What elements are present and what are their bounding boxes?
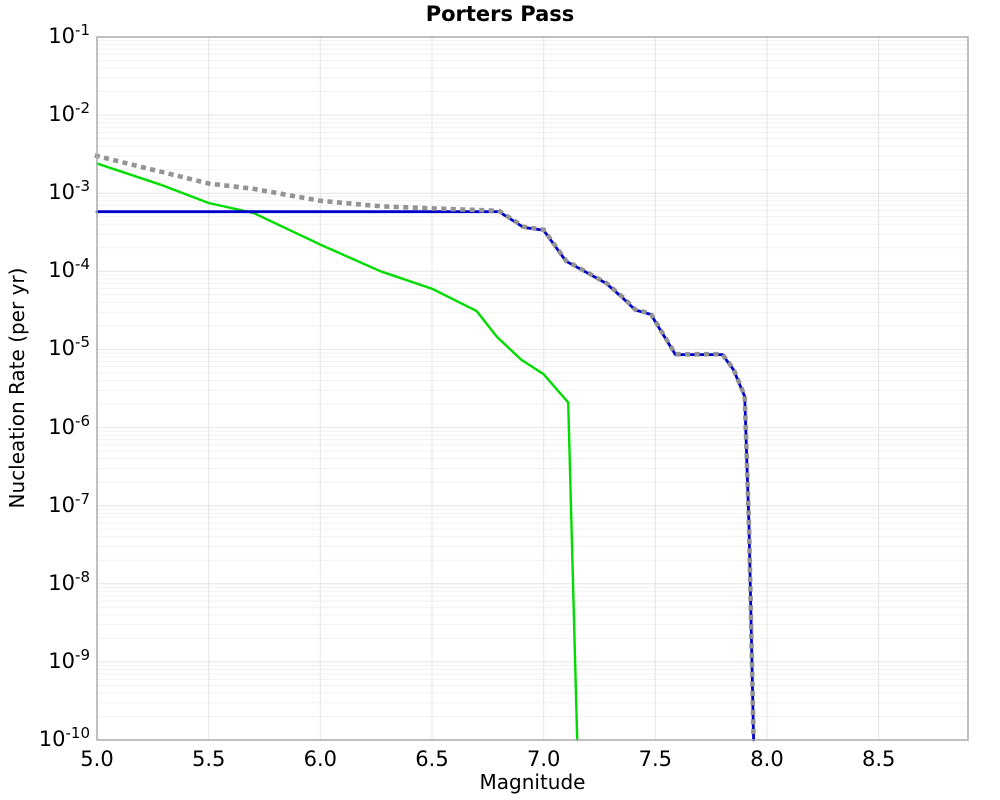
y-tick-label: 10-9	[48, 645, 90, 673]
green-solid-curve	[95, 162, 579, 742]
x-tick-label: 7.0	[526, 747, 561, 771]
blue-solid-curve	[95, 210, 755, 742]
y-tick-label: 10-6	[48, 411, 90, 439]
y-tick-label: 10-4	[48, 255, 90, 283]
plot-background	[97, 37, 968, 740]
y-tick-label: 10-2	[48, 99, 90, 127]
plot-frame	[96, 36, 969, 741]
x-tick-label: 8.5	[861, 747, 896, 771]
x-tick-label: 7.5	[638, 747, 672, 771]
x-axis-label: Magnitude	[479, 770, 586, 794]
gray-dotted-total-curve	[94, 153, 756, 743]
x-tick-label: 6.0	[303, 747, 337, 771]
y-tick-label: 10-7	[48, 489, 90, 517]
major-gridlines	[97, 37, 968, 740]
y-tick-label: 10-1	[48, 21, 90, 48]
x-tick-label: 5.0	[80, 747, 114, 771]
y-tick-label: 10-10	[38, 724, 90, 751]
y-tick-label: 10-8	[48, 567, 90, 595]
x-tick-label: 6.5	[415, 747, 449, 771]
chart-title: Porters Pass	[425, 2, 575, 26]
minor-gridlines	[97, 40, 968, 717]
y-tick-label: 10-3	[48, 177, 90, 205]
y-tick-label: 10-5	[48, 333, 90, 361]
x-tick-label: 5.5	[191, 747, 226, 771]
y-axis-label: Nucleation Rate (per yr)	[5, 267, 29, 509]
x-tick-label: 8.0	[750, 747, 784, 771]
